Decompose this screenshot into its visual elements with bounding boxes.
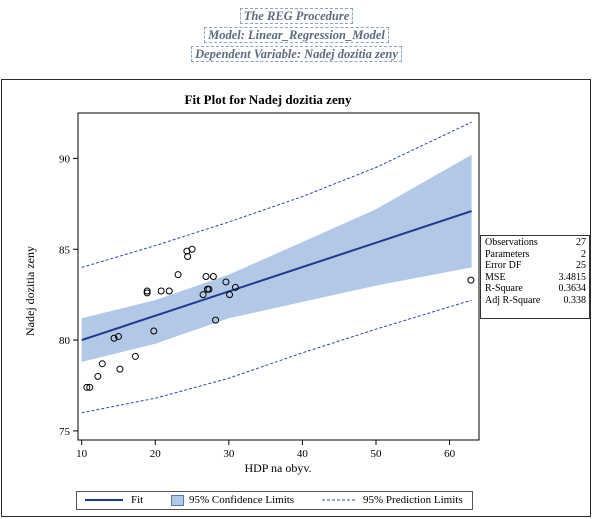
data-point: [222, 278, 230, 286]
data-point: [226, 291, 234, 299]
data-point: [143, 287, 151, 295]
data-point: [165, 287, 173, 295]
stat-label: Error DF: [485, 260, 522, 272]
data-point: [188, 245, 196, 253]
x-tick-label: 20: [150, 448, 162, 460]
data-point: [150, 327, 158, 335]
stat-value: 27: [576, 237, 586, 248]
x-axis-label: HDP na obyv.: [244, 461, 311, 475]
stat-row-error-df: Error DF 25: [485, 260, 586, 272]
stat-label: MSE: [485, 271, 506, 283]
chart-title: Fit Plot for Nadej dozitia zeny: [185, 92, 352, 107]
prediction-limit-lower: [81, 299, 472, 414]
stat-row-parameters: Parameters 2: [485, 249, 586, 261]
data-point: [131, 352, 139, 360]
data-point: [83, 383, 91, 391]
x-tick-label: 40: [297, 448, 309, 460]
data-point: [209, 273, 217, 280]
prediction-line-swatch: [322, 499, 356, 501]
data-point: [202, 273, 210, 280]
legend-item-fit: Fit: [83, 494, 143, 506]
confidence-band-swatch: [171, 494, 184, 506]
data-point: [174, 271, 182, 279]
stat-label: Parameters: [485, 248, 530, 260]
stat-value: 25: [576, 260, 586, 272]
stat-label: R-Square: [485, 283, 523, 295]
data-point: [110, 334, 118, 342]
model-title-text: Model: Linear_Regression_Model: [204, 27, 389, 43]
data-point: [199, 291, 207, 299]
data-point: [116, 365, 124, 373]
dependent-variable-title-text: Dependent Variable: Nadej dozitia zeny: [191, 46, 402, 62]
model-title: Model: Linear_Regression_Model: [0, 26, 593, 44]
prediction-limit-upper: [81, 121, 472, 268]
x-tick-label: 30: [223, 448, 235, 460]
legend-label-fit: Fit: [131, 494, 144, 506]
stat-label: Observations: [485, 237, 538, 248]
legend-item-confidence: 95% Confidence Limits: [171, 494, 294, 506]
data-point: [86, 383, 94, 391]
x-tick-label: 60: [444, 448, 456, 460]
confidence-band: [81, 154, 472, 362]
data-point: [467, 276, 475, 284]
y-tick-label: 80: [59, 335, 71, 347]
stat-row-observations: Observations 27: [485, 237, 586, 249]
fit-statistics-table: Observations 27 Parameters 2 Error DF 25…: [480, 235, 590, 319]
data-point: [212, 316, 220, 324]
chart-legend: Fit 95% Confidence Limits 95% Prediction…: [76, 491, 473, 510]
stat-row-r-square: R-Square 0.3634: [485, 283, 586, 295]
stat-row-mse: MSE 3.4815: [485, 272, 586, 284]
data-point: [231, 283, 239, 291]
data-point: [94, 372, 102, 380]
data-point: [205, 285, 213, 293]
x-tick-label: 50: [370, 448, 382, 460]
stat-value: 3.4815: [558, 271, 587, 283]
fit-line: [81, 210, 472, 342]
data-point: [98, 360, 106, 368]
dependent-variable-title: Dependent Variable: Nadej dozitia zeny: [0, 45, 593, 63]
legend-label-confidence: 95% Confidence Limits: [189, 494, 295, 506]
legend-label-prediction: 95% Prediction Limits: [363, 494, 463, 506]
data-point: [114, 332, 122, 340]
stat-row-adj-r-square: Adj R-Square 0.338: [485, 295, 586, 307]
plot-area-border: [77, 112, 480, 441]
stat-value: 2: [581, 248, 586, 260]
data-point: [184, 253, 192, 261]
stat-value: 0.3634: [558, 283, 587, 295]
y-tick-label: 90: [59, 153, 71, 165]
chart-frame: [1, 79, 591, 517]
fit-line-swatch: [85, 499, 123, 501]
y-tick-label: 85: [59, 244, 71, 256]
y-axis-label: Nadej dozitia zeny: [23, 246, 37, 336]
data-point: [143, 289, 151, 297]
stat-label: Adj R-Square: [485, 294, 541, 306]
legend-item-prediction: 95% Prediction Limits: [321, 494, 463, 506]
stat-value: 0.338: [563, 294, 587, 306]
procedure-title-text: The REG Procedure: [239, 8, 354, 24]
data-point: [157, 287, 165, 295]
y-tick-label: 75: [59, 426, 71, 438]
x-tick-label: 10: [76, 448, 88, 460]
procedure-title: The REG Procedure: [0, 7, 593, 25]
